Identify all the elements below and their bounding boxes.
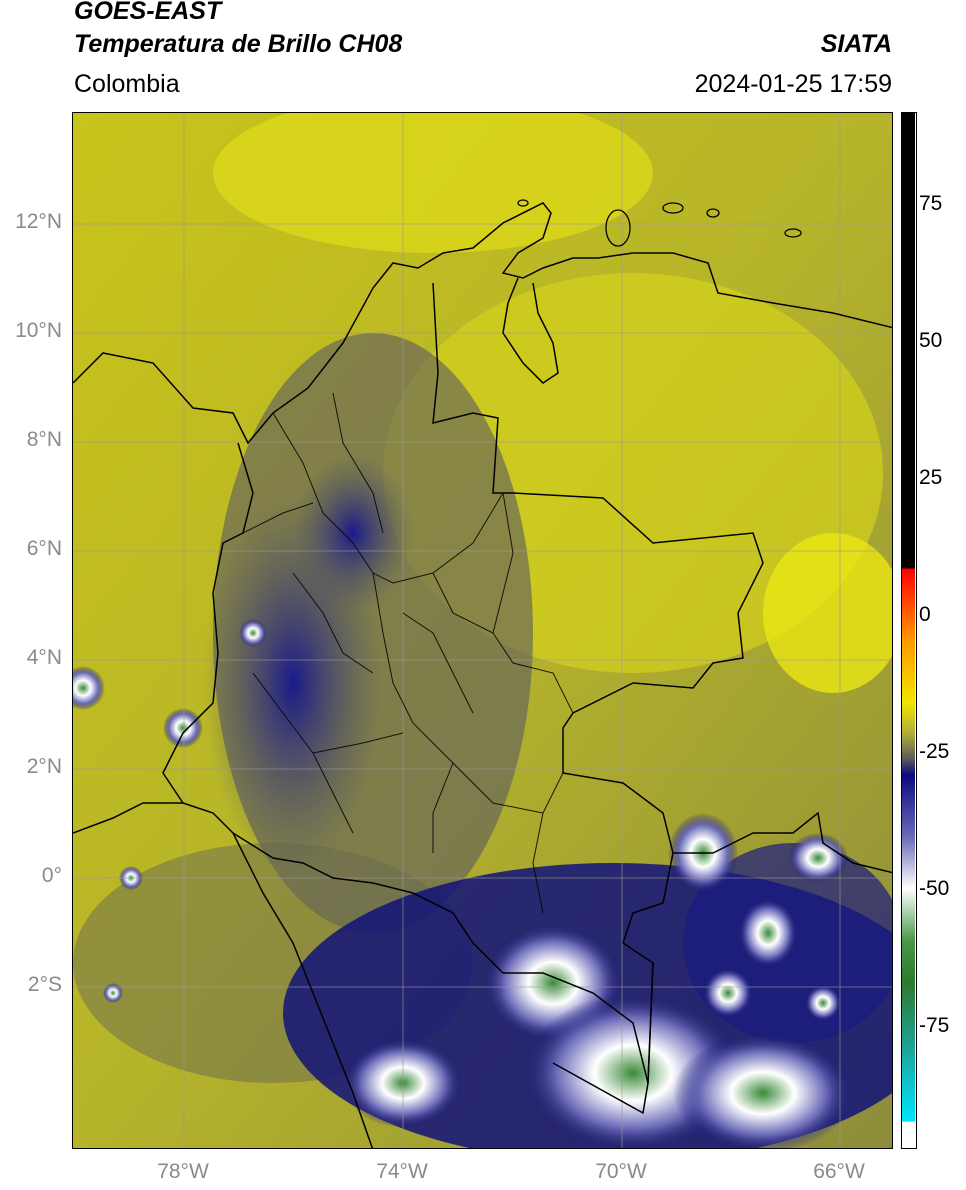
lon-label: 74°W	[376, 1160, 428, 1183]
colorbar-tick: 50	[919, 329, 943, 352]
lat-label: 0°	[41, 864, 62, 887]
lat-label: 12°N	[15, 210, 62, 233]
department-borders	[242, 392, 574, 914]
cloud-top	[788, 833, 848, 883]
colorbar-tick: -25	[919, 740, 950, 763]
borders	[73, 202, 892, 1148]
lat-label: 10°N	[15, 319, 62, 342]
satellite-map	[72, 112, 893, 1149]
cloud-top	[805, 985, 841, 1021]
colorbar-tick: 0	[919, 603, 931, 626]
lon-label: 66°W	[813, 1160, 865, 1183]
lat-label: 4°N	[26, 646, 62, 669]
colorbar-tick: 75	[919, 192, 943, 215]
lat-label: 2°S	[27, 973, 62, 996]
navy-zone	[293, 453, 413, 613]
title-line-1: GOES-EAST	[74, 0, 222, 25]
title-line-2: Temperatura de Brillo CH08	[74, 30, 403, 58]
lat-label: 2°N	[26, 755, 62, 778]
colorbar-tick: 25	[919, 466, 943, 489]
colorbar-tick: -50	[919, 877, 950, 900]
lon-label: 78°W	[157, 1160, 209, 1183]
lat-label: 8°N	[26, 428, 62, 451]
lat-label: 6°N	[26, 537, 62, 560]
colorbar-tick: -75	[919, 1014, 950, 1037]
cloud-top	[738, 898, 798, 968]
lon-label: 70°W	[595, 1160, 647, 1183]
cloud-top	[163, 708, 203, 748]
colorbar	[901, 112, 917, 1149]
cloud-top	[703, 968, 753, 1018]
colorbar-svg	[902, 113, 915, 1147]
islands	[517, 199, 802, 247]
cloud-top	[673, 1033, 853, 1148]
cloud-top	[239, 619, 267, 647]
datetime-label: 2024-01-25 17:59	[694, 70, 892, 98]
brand-label: SIATA	[820, 30, 892, 58]
gridlines	[73, 113, 892, 1148]
bright-zone	[213, 113, 653, 253]
map-svg	[73, 113, 892, 1148]
cloud-top	[103, 983, 123, 1003]
bright-zone	[763, 533, 892, 693]
region-label: Colombia	[74, 70, 180, 98]
cloud-top	[73, 666, 105, 710]
